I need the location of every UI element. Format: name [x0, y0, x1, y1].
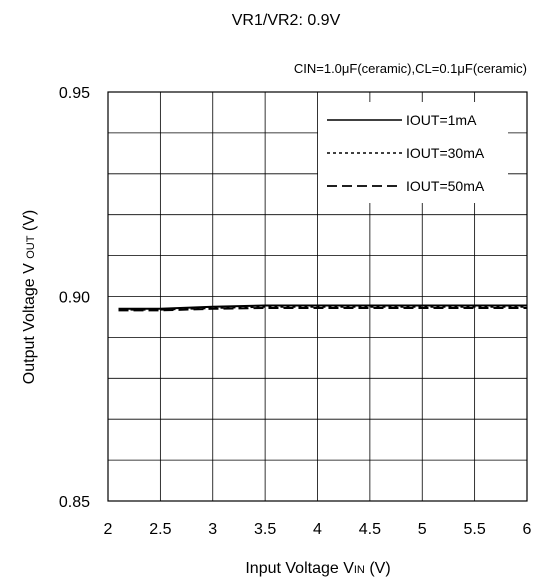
x-tick-label: 5.5: [464, 521, 486, 538]
x-tick-label: 5: [418, 521, 427, 538]
y-axis-label-sub: OUT: [25, 235, 37, 259]
legend-label-3: IOUT=50mA: [406, 178, 485, 194]
x-tick-label: 4: [313, 521, 322, 538]
x-tick-label: 3.5: [254, 521, 276, 538]
y-tick-label: 0.95: [59, 85, 90, 102]
x-tick-label: 3: [208, 521, 217, 538]
x-tick-labels: 2 2.5 3 3.5 4 4.5 5 5.5 6: [104, 521, 532, 538]
series-line-1: [118, 304, 527, 310]
chart-subtitle: CIN=1.0μF(ceramic),CL=0.1μF(ceramic): [294, 61, 527, 76]
legend-label-1: IOUT=1mA: [406, 112, 477, 128]
x-tick-label: 2.5: [149, 521, 171, 538]
y-axis-label: Output Voltage V OUT (V): [21, 210, 38, 384]
x-axis-label: Input Voltage VIN (V): [245, 560, 390, 577]
x-tick-label: 4.5: [359, 521, 381, 538]
x-axis-label-main: Input Voltage V: [245, 560, 354, 577]
y-axis-label-unit: (V): [21, 210, 38, 236]
y-tick-labels: 0.85 0.90 0.95: [59, 85, 90, 511]
y-tick-label: 0.90: [59, 290, 90, 307]
x-axis-label-sub: IN: [354, 564, 365, 576]
plot-frame: [107, 91, 528, 502]
chart-title: VR1/VR2: 0.9V: [232, 12, 341, 29]
legend: IOUT=1mA IOUT=30mA IOUT=50mA: [318, 102, 508, 203]
x-axis-label-unit: (V): [365, 560, 391, 577]
y-tick-label: 0.85: [59, 494, 90, 511]
series-line-3: [118, 307, 527, 312]
legend-label-2: IOUT=30mA: [406, 145, 485, 161]
series-line-2: [118, 305, 527, 311]
series-lines: [118, 304, 527, 312]
x-tick-label: 2: [104, 521, 113, 538]
y-axis-label-main: Output Voltage V: [21, 259, 38, 384]
x-tick-label: 6: [523, 521, 532, 538]
